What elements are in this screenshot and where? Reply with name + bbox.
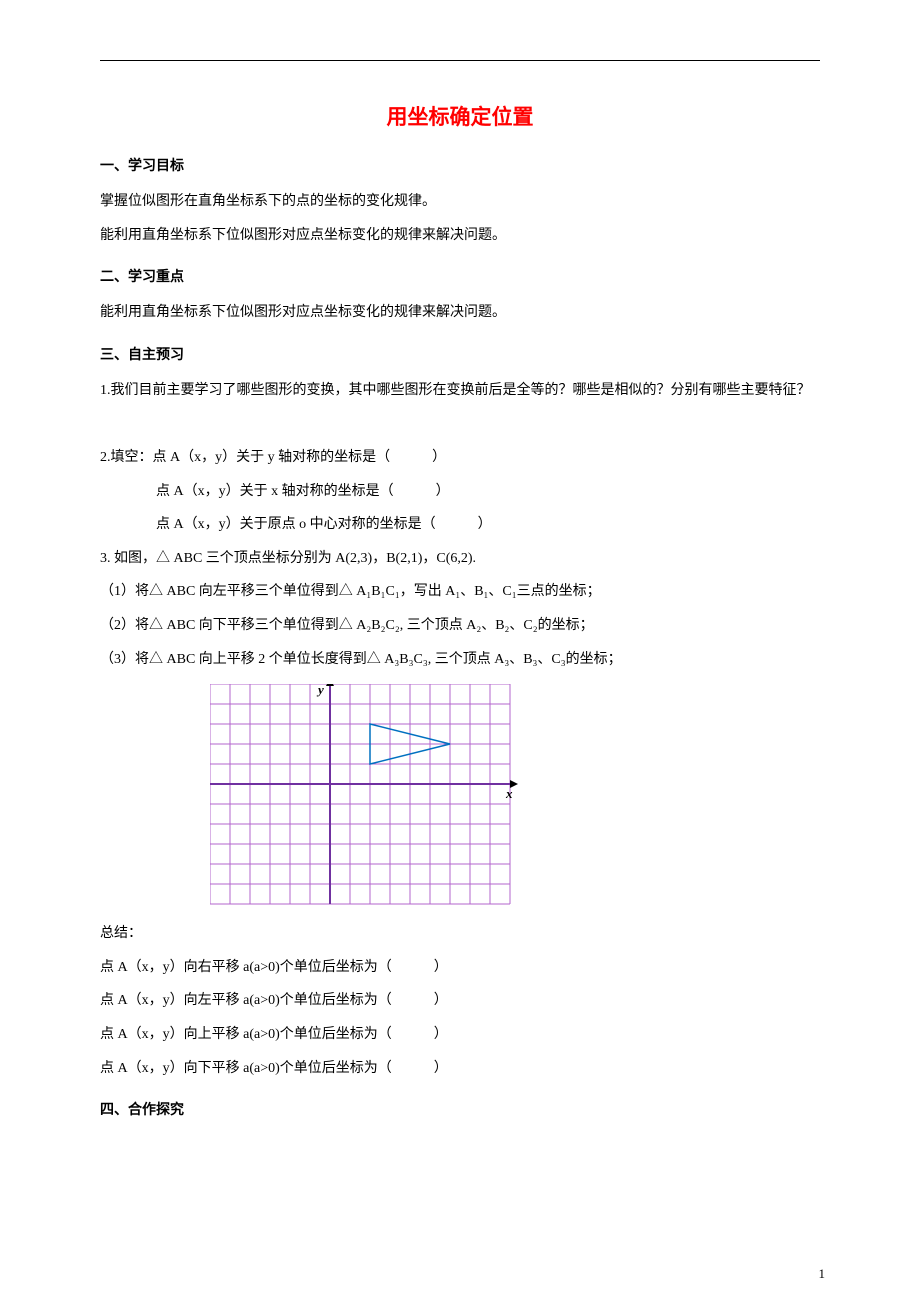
section-1-line-1: 掌握位似图形在直角坐标系下的点的坐标的变化规律。 xyxy=(100,185,820,219)
top-rule xyxy=(100,60,820,61)
svg-text:x: x xyxy=(505,786,513,801)
section-4-heading: 四、合作探究 xyxy=(100,1099,820,1119)
q2-line-2: 点 A（x，y）关于 x 轴对称的坐标是（ ） xyxy=(100,475,820,509)
page-title: 用坐标确定位置 xyxy=(100,101,820,131)
summary-heading: 总结： xyxy=(100,917,820,951)
q3-3: （3）将△ ABC 向上平移 2 个单位长度得到△ A₃B₃C₃, 三个顶点 A… xyxy=(100,643,820,677)
page-number: 1 xyxy=(819,1266,826,1282)
svg-text:y: y xyxy=(316,684,324,697)
q2-line-3: 点 A（x，y）关于原点 o 中心对称的坐标是（ ） xyxy=(100,508,820,542)
section-2-heading: 二、学习重点 xyxy=(100,266,820,286)
summary-4: 点 A（x，y）向下平移 a(a>0)个单位后坐标为（ ） xyxy=(100,1052,820,1086)
q3-2: （2）将△ ABC 向下平移三个单位得到△ A₂B₂C₂, 三个顶点 A₂、B₂… xyxy=(100,609,820,643)
section-1-heading: 一、学习目标 xyxy=(100,155,820,175)
section-3-heading: 三、自主预习 xyxy=(100,344,820,364)
q3-1: （1）将△ ABC 向左平移三个单位得到△ A₁B₁C₁，写出 A₁、B₁、C₁… xyxy=(100,575,820,609)
summary-1: 点 A（x，y）向右平移 a(a>0)个单位后坐标为（ ） xyxy=(100,951,820,985)
summary-3: 点 A（x，y）向上平移 a(a>0)个单位后坐标为（ ） xyxy=(100,1018,820,1052)
q3-intro: 3. 如图，△ ABC 三个顶点坐标分别为 A(2,3)，B(2,1)，C(6,… xyxy=(100,542,820,576)
section-2-line-1: 能利用直角坐标系下位似图形对应点坐标变化的规律来解决问题。 xyxy=(100,296,820,330)
section-1-line-2: 能利用直角坐标系下位似图形对应点坐标变化的规律来解决问题。 xyxy=(100,219,820,253)
q2-line-1: 2.填空：点 A（x，y）关于 y 轴对称的坐标是（ ） xyxy=(100,441,820,475)
spacer xyxy=(100,407,820,441)
coordinate-svg: yx xyxy=(210,684,520,909)
coordinate-grid-figure: yx xyxy=(210,684,520,909)
q1: 1.我们目前主要学习了哪些图形的变换，其中哪些图形在变换前后是全等的？哪些是相似… xyxy=(100,374,820,408)
summary-2: 点 A（x，y）向左平移 a(a>0)个单位后坐标为（ ） xyxy=(100,984,820,1018)
page: 用坐标确定位置 一、学习目标 掌握位似图形在直角坐标系下的点的坐标的变化规律。 … xyxy=(0,0,920,1302)
